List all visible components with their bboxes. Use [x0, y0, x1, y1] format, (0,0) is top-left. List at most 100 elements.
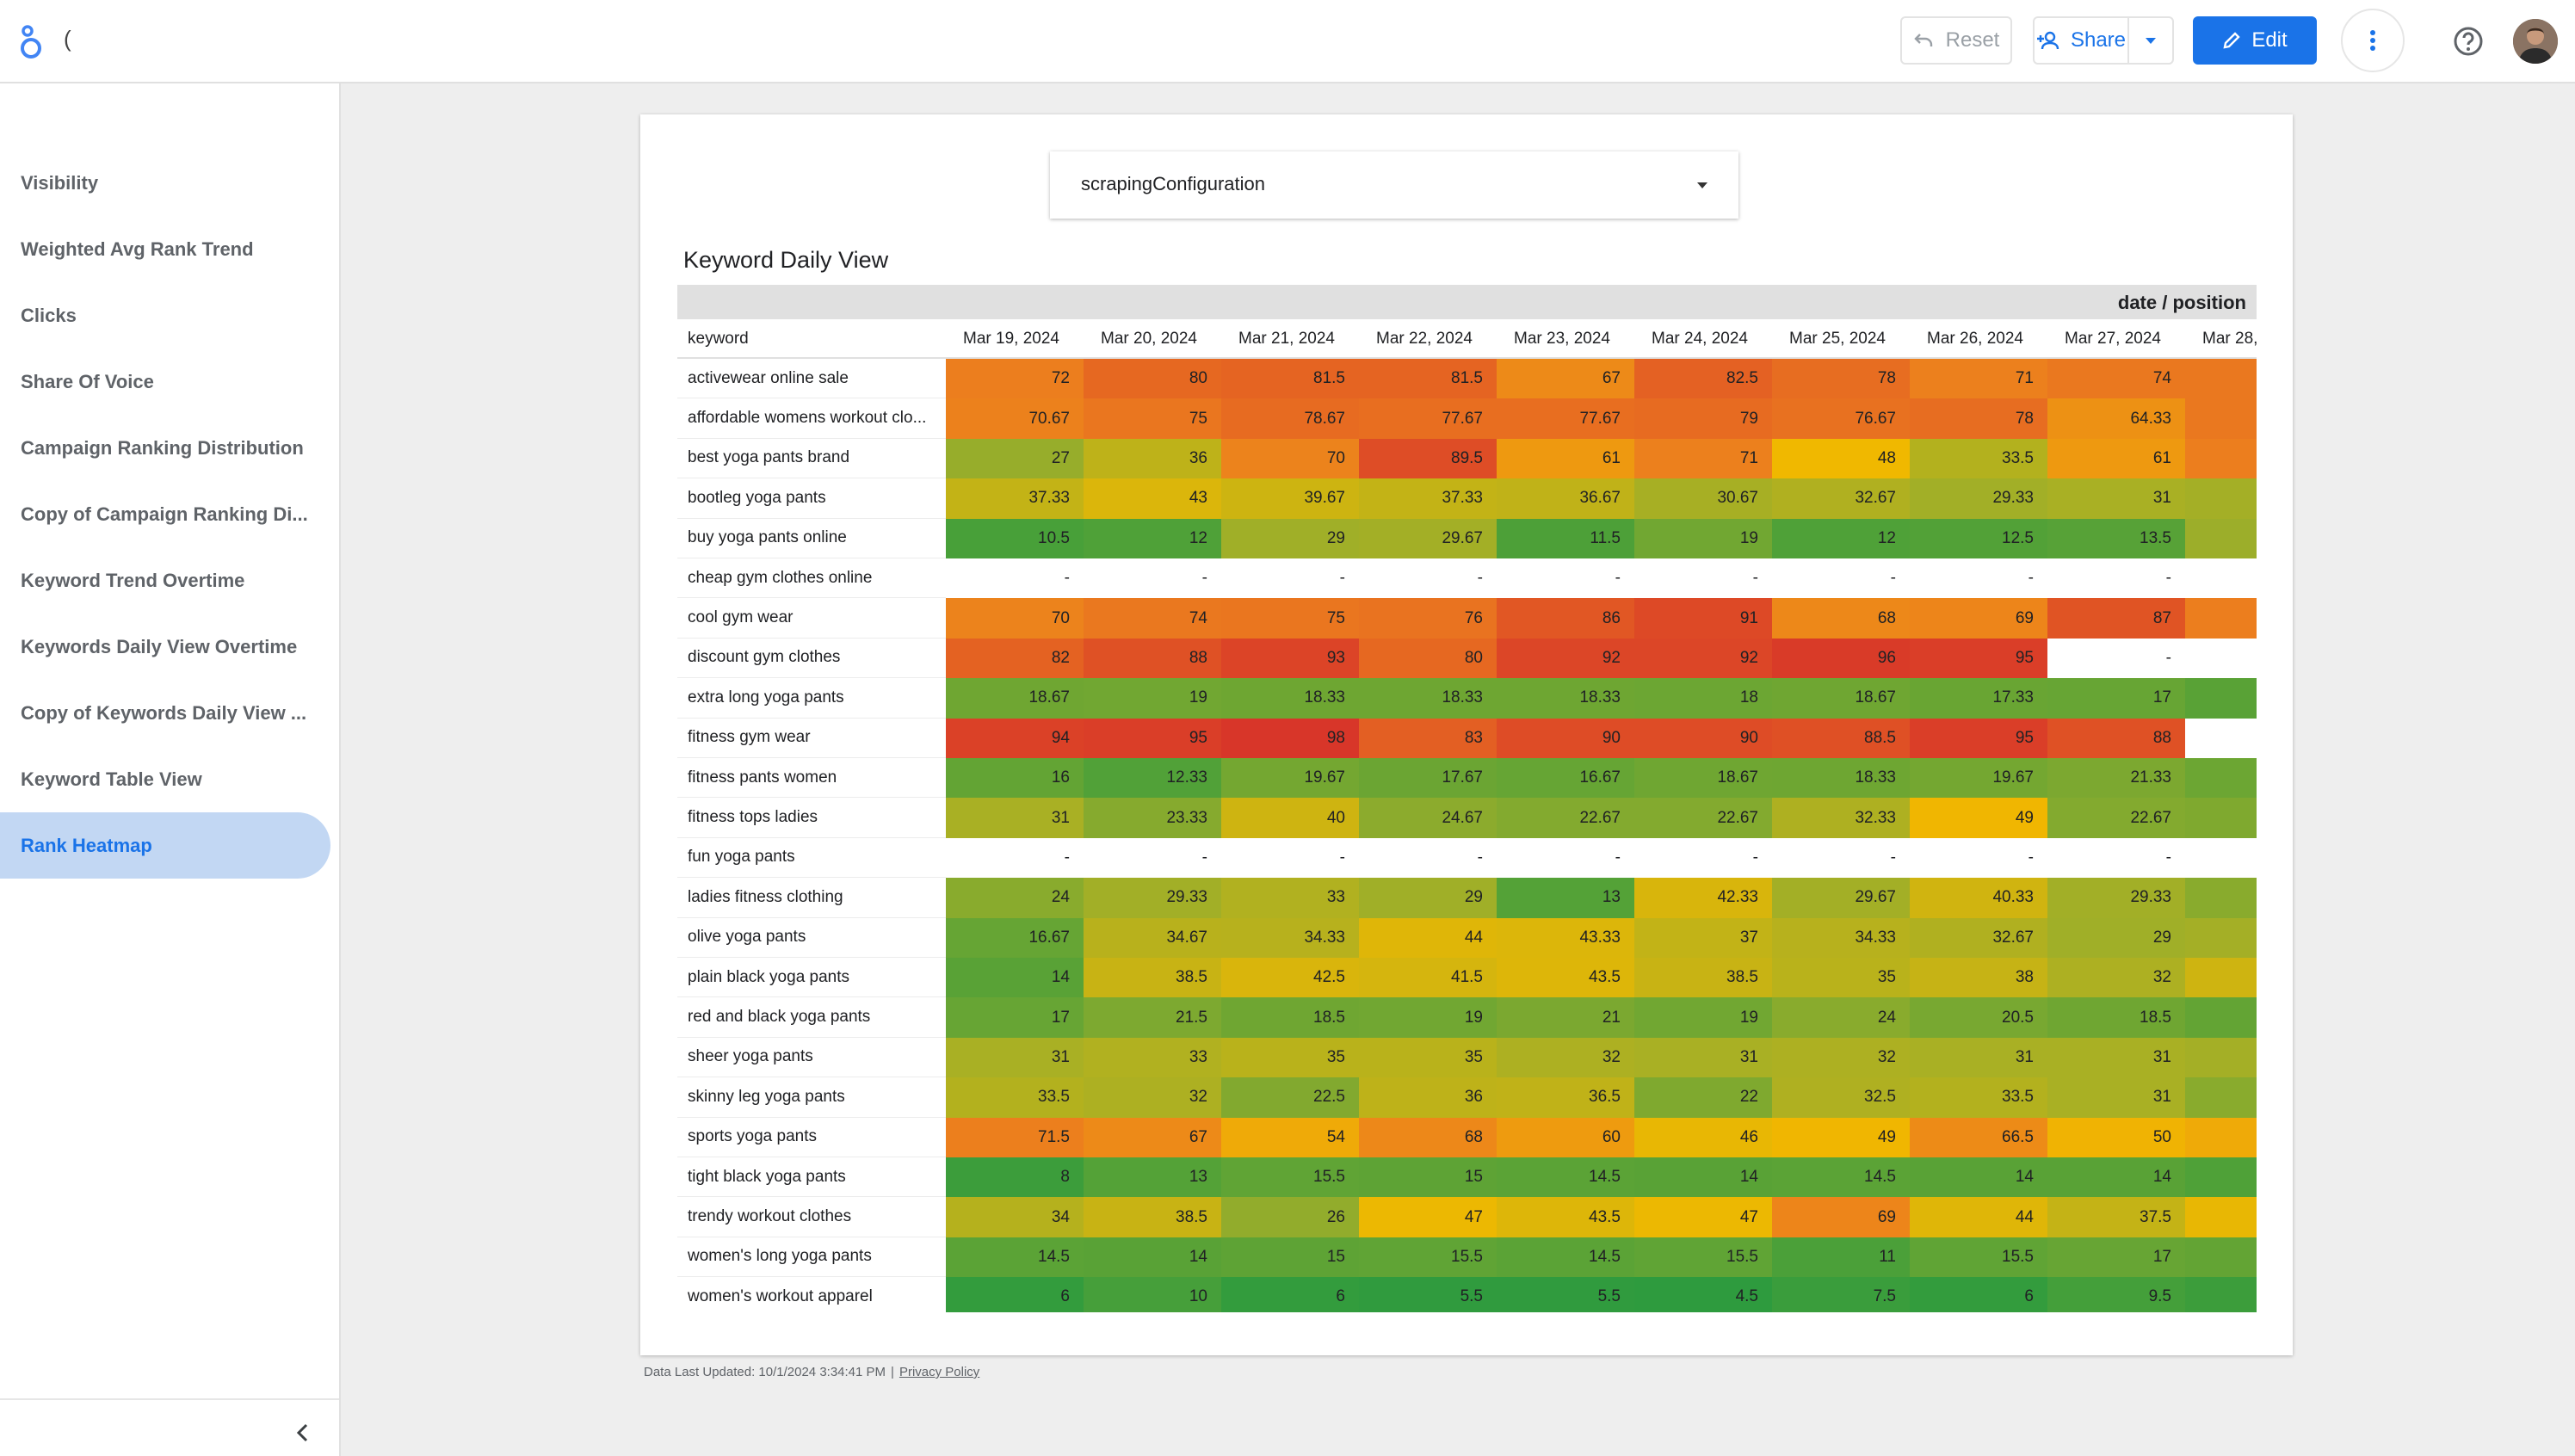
heatmap-cell: 17 [2047, 1237, 2185, 1278]
more-vert-icon [2370, 30, 2375, 51]
heatmap-cell: 14 [2047, 1157, 2185, 1198]
heatmap-cell: 77.67 [1359, 398, 1497, 439]
heatmap-cell: 42.33 [1634, 878, 1772, 918]
table-row: discount gym clothes 82 88 93 80 92 92 96 95- [677, 638, 2257, 679]
heatmap-cell: 10 [1084, 1277, 1221, 1312]
table-row: affordable womens workout clo... 70.67 75 7… [677, 398, 2257, 439]
heatmap-cell: 40.33 [1910, 878, 2047, 918]
heatmap-cell: 89.5 [1359, 438, 1497, 479]
heatmap-cell [2185, 1197, 2257, 1237]
sidebar-item-campaign-ranking-distribution[interactable]: Campaign Ranking Distribution [21, 436, 304, 459]
heatmap-cell: 19.67 [1910, 758, 2047, 799]
sidebar-item-share-of-voice[interactable]: Share Of Voice [21, 370, 154, 392]
keyword-cell: fun yoga pants [677, 838, 946, 879]
date-column-header[interactable]: Mar 19, 2024 [963, 330, 1059, 348]
heatmap-cell: 18.33 [1221, 678, 1359, 719]
keyword-cell: buy yoga pants online [677, 519, 946, 558]
heatmap-cell [2185, 598, 2257, 639]
date-column-header[interactable]: Mar 26, 2024 [1927, 330, 2023, 348]
share-dropdown-button[interactable] [2127, 16, 2174, 65]
heatmap-cell: 18.33 [1772, 758, 1910, 799]
heatmap-cell [2185, 678, 2257, 719]
sidebar-item-keyword-table-view[interactable]: Keyword Table View [21, 768, 202, 790]
date-column-header[interactable]: Mar 27, 2024 [2065, 330, 2161, 348]
heatmap-cell: 43.5 [1497, 958, 1634, 998]
table-row: extra long yoga pants 18.67 19 18.33 18.33 18… [677, 678, 2257, 719]
sidebar-item-keyword-trend-overtime[interactable]: Keyword Trend Overtime [21, 569, 245, 591]
heatmap-cell: 67 [1497, 359, 1634, 399]
table-row: tight black yoga pants 8 13 15.5 15 14.5 14 14.… [677, 1157, 2257, 1198]
sidebar-item-copy-of-campaign-ranking[interactable]: Copy of Campaign Ranking Di... [21, 503, 308, 525]
keyword-cell: women's workout apparel [677, 1277, 946, 1312]
heatmap-cell [2185, 398, 2257, 439]
heatmap-cell: 11 [1772, 1237, 1910, 1278]
table-row: red and black yoga pants 17 21.5 18.5 19 21 19… [677, 997, 2257, 1038]
keyword-cell: olive yoga pants [677, 918, 946, 958]
heatmap-cell: 23.33 [1084, 798, 1221, 838]
sidebar-item-weighted-avg-rank-trend[interactable]: Weighted Avg Rank Trend [21, 238, 254, 260]
table-row: fitness gym wear 94 95 98 83 90 90 88.5 95 88 [677, 718, 2257, 758]
heatmap-cell: 92 [1634, 638, 1772, 679]
heatmap-cell: 21 [1497, 997, 1634, 1038]
heatmap-cell: - [946, 558, 1084, 599]
heatmap-cell: 77.67 [1497, 398, 1634, 439]
sidebar-item-keywords-daily-view-overtime[interactable]: Keywords Daily View Overtime [21, 635, 298, 657]
keyword-cell: tight black yoga pants [677, 1157, 946, 1198]
heatmap-cell: 36 [1084, 438, 1221, 479]
table-row: buy yoga pants online 10.5 12 29 29.67 11.5 19… [677, 518, 2257, 558]
heatmap-cell: 4.5 [1634, 1277, 1772, 1312]
edit-button[interactable]: Edit [2193, 16, 2317, 65]
heatmap-cell: 19.67 [1221, 758, 1359, 799]
heatmap-cell: 8 [946, 1157, 1084, 1198]
heatmap-cell [2185, 997, 2257, 1038]
avatar[interactable] [2513, 19, 2558, 64]
date-column-header[interactable]: Mar 28, [2202, 330, 2257, 348]
heatmap-cell: 31 [946, 798, 1084, 838]
heatmap-cell: 35 [1359, 1037, 1497, 1078]
privacy-policy-link[interactable]: Privacy Policy [898, 1365, 980, 1379]
heatmap-cell: 92 [1497, 638, 1634, 679]
sidebar-item-copy-of-keywords-daily-view[interactable]: Copy of Keywords Daily View ... [21, 701, 307, 724]
chevron-left-icon[interactable] [289, 1419, 317, 1447]
date-column-header[interactable]: Mar 22, 2024 [1376, 330, 1473, 348]
scraping-configuration-dropdown[interactable]: scrapingConfiguration [1050, 151, 1738, 219]
sidebar-item-clicks[interactable]: Clicks [21, 304, 77, 326]
dimension-label: date / position [2117, 292, 2246, 313]
heatmap-cell: 81.5 [1221, 359, 1359, 399]
heatmap-cell: 17.67 [1359, 758, 1497, 799]
more-options-button[interactable] [2341, 9, 2405, 72]
heatmap-cell: 17 [2047, 678, 2185, 719]
heatmap-cell: 18.5 [1221, 997, 1359, 1038]
report-title[interactable]: ( [64, 26, 71, 52]
sidebar-item-rank-heatmap[interactable]: Rank Heatmap [0, 812, 330, 879]
keyword-cell: ladies fitness clothing [677, 878, 946, 918]
date-column-header[interactable]: Mar 23, 2024 [1514, 330, 1610, 348]
share-button[interactable]: Share [2033, 16, 2127, 65]
app-logo-icon[interactable] [17, 22, 45, 60]
date-column-header[interactable]: Mar 21, 2024 [1238, 330, 1335, 348]
heatmap-cell: 34.33 [1772, 917, 1910, 958]
heatmap-cell: 95 [1910, 638, 2047, 679]
heatmap-cell: 72 [946, 359, 1084, 399]
heatmap-cell: 31 [2047, 1077, 2185, 1118]
keyword-column-header[interactable]: keyword [688, 330, 749, 348]
heatmap-cell: 93 [1221, 638, 1359, 679]
date-column-header[interactable]: Mar 25, 2024 [1789, 330, 1886, 348]
heatmap-cell: 31 [2047, 1037, 2185, 1078]
date-column-header[interactable]: Mar 20, 2024 [1101, 330, 1197, 348]
table-title: Keyword Daily View [683, 247, 889, 273]
heatmap-cell: 40 [1221, 798, 1359, 838]
reset-button[interactable]: Reset [1900, 16, 2012, 65]
table-row: fun yoga pants - - - - - - - - - [677, 837, 2257, 879]
sidebar-item-visibility[interactable]: Visibility [21, 171, 99, 194]
table-row: women's workout apparel 6 10 6 5.5 5.5 4.5 7.5 6… [677, 1277, 2257, 1312]
heatmap-cell: 18.67 [1772, 678, 1910, 719]
date-column-header[interactable]: Mar 24, 2024 [1652, 330, 1748, 348]
help-icon[interactable] [2451, 24, 2485, 59]
heatmap-cell: 37.5 [2047, 1197, 2185, 1237]
heatmap-cell: - [1359, 837, 1497, 879]
add-person-icon [2036, 31, 2059, 50]
heatmap-cell: 61 [1497, 438, 1634, 479]
keyword-cell: cheap gym clothes online [677, 558, 946, 599]
heatmap-cell: 32.67 [1772, 478, 1910, 519]
